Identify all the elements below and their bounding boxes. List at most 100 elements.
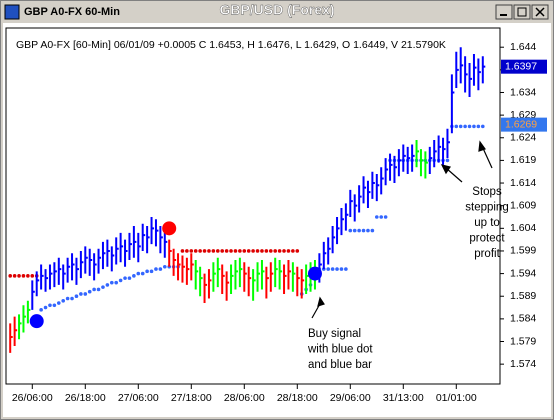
stop-dot [162, 265, 167, 269]
stop-dot [472, 124, 476, 129]
price-bar [88, 248, 93, 276]
y-tick-label: 1.614 [510, 177, 536, 189]
price-bar [26, 300, 31, 324]
stop-dot [370, 228, 375, 233]
price-bar [18, 314, 22, 340]
price-bar [137, 232, 141, 263]
price-bar [190, 253, 194, 281]
stop-dot [101, 285, 105, 289]
y-tick-label: 1.624 [510, 132, 536, 144]
price-bar [194, 260, 199, 290]
price-bar [389, 153, 393, 181]
y-tick-label: 1.574 [510, 358, 536, 370]
price-bar [433, 140, 437, 168]
stop-dot [43, 305, 48, 310]
annotation: up to [474, 217, 500, 229]
price-bar [274, 257, 278, 288]
price-bar [384, 158, 389, 186]
price-bar [380, 167, 384, 195]
price-bar [362, 176, 367, 204]
stop-dot [70, 296, 74, 301]
price-bar [212, 262, 216, 292]
stop-dot [282, 249, 286, 253]
price-bar [216, 257, 221, 288]
last-close-box [501, 59, 547, 74]
y-tick-label: 1.589 [510, 290, 536, 302]
price-bar [31, 280, 35, 310]
stop-dot [383, 215, 388, 219]
stop-dot [295, 249, 300, 253]
y-tick-label: 1.599 [510, 245, 536, 257]
price-bar [472, 53, 477, 86]
price-bar [84, 246, 88, 274]
price-bar [459, 47, 464, 84]
price-bar [327, 237, 331, 265]
stop-dot [87, 289, 92, 294]
stop-dot [198, 249, 202, 253]
price-bar [110, 246, 115, 272]
price-bar [437, 135, 442, 163]
x-tick-label: 28/18:00 [277, 392, 318, 404]
price-bar [128, 232, 132, 261]
minimize-button[interactable] [495, 4, 513, 20]
stop-dot [21, 274, 26, 278]
y-tick-label: 1.604 [510, 222, 536, 234]
price-bar [234, 260, 238, 290]
annotation: stepping [465, 202, 508, 214]
stop-dot [30, 274, 35, 278]
price-bar [132, 226, 137, 258]
price-bar [53, 262, 57, 288]
price-bar [265, 266, 269, 299]
stop-dot [268, 249, 273, 253]
last-close-label: 1.6397 [505, 60, 537, 72]
plot-frame [5, 27, 501, 385]
stop-dot [202, 249, 207, 253]
maximize-button[interactable] [513, 4, 531, 20]
x-tick-label: 31/13:00 [383, 392, 424, 404]
stop-dot [291, 249, 295, 253]
price-bar [296, 266, 300, 297]
price-bar [269, 262, 274, 292]
price-bar [353, 194, 358, 222]
stop-dot [114, 280, 119, 285]
price-bar [393, 155, 397, 184]
window-title: GBP A0-FX 60-Min [24, 6, 120, 18]
stop-dot [145, 269, 149, 274]
price-bar [207, 269, 212, 299]
stop-dot [220, 249, 225, 253]
stop-dot [83, 292, 88, 296]
x-tick-label: 01/01:00 [436, 392, 477, 404]
price-bar [300, 269, 305, 299]
price-bar [340, 207, 344, 236]
price-bar [150, 216, 155, 245]
price-bar [238, 257, 243, 288]
arrows [311, 140, 493, 319]
y-tick-label: 1.594 [510, 267, 536, 279]
stop-dot [458, 124, 463, 129]
price-bar [181, 255, 185, 283]
stop-dot [79, 292, 83, 296]
stop-dot [211, 249, 216, 253]
stop-dot [339, 267, 344, 271]
close-icon [535, 7, 545, 17]
stop-dot [463, 124, 467, 129]
y-tick-label: 1.634 [510, 86, 536, 98]
price-bar [336, 216, 340, 245]
price-bar [101, 241, 106, 270]
price-bar [415, 140, 420, 168]
price-bar [93, 253, 97, 281]
stop-dot [149, 269, 154, 274]
price-bar [442, 137, 446, 165]
price-bar [291, 262, 296, 292]
y-tick-label: 1.579 [510, 335, 536, 347]
stop-dot [105, 283, 110, 287]
stop-dot [109, 280, 114, 285]
stop-dot [264, 249, 269, 253]
stop-dot [233, 249, 238, 253]
window-buttons[interactable] [495, 4, 549, 20]
chart-title: GBP/USD (Forex) [219, 2, 334, 18]
arrow-head [440, 164, 451, 175]
stop-dot [65, 296, 70, 301]
x-tick-label: 29/06:00 [330, 392, 371, 404]
